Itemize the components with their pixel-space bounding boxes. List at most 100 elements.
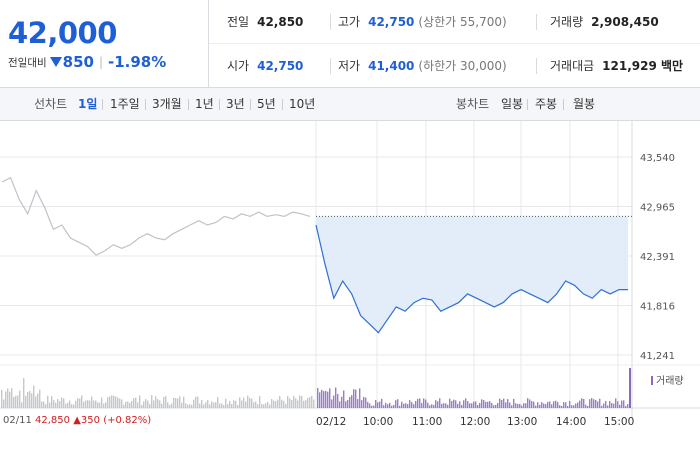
volume-bar [563,402,565,408]
monthly-candle-button[interactable]: 월봉 [573,97,596,111]
divider [527,99,528,110]
volume-bar [151,395,153,408]
volume-bar [303,400,305,408]
period-1w-button[interactable]: 1주일 [110,97,140,111]
volume-bar [375,400,377,408]
volume-bar [171,403,173,408]
volume-bar [345,401,347,408]
volume-bar [231,403,233,408]
x-tick-label: 14:00 [556,416,586,428]
volume-bar [65,403,67,408]
volume-bar [599,398,601,408]
volume-bar [41,401,43,408]
volume-value: 2,908,450 [591,14,659,29]
prev-day-date: 02/11 [3,415,32,426]
today-price-line [315,224,628,334]
volume-bar [423,398,425,408]
stock-summary: 42,000 전일대비 850 | -1.98% 전일 42,850 고가 42… [0,0,700,88]
volume-bar [117,397,119,408]
x-tick-label: 13:00 [507,416,537,428]
volume-bar [99,402,101,408]
stat-open: 시가 42,750 [227,44,303,87]
volume-bar [179,396,181,408]
volume-bar [465,398,467,408]
divider [250,99,251,110]
volume-bar [605,401,607,408]
volume-bar [23,378,25,408]
volume-bar [433,404,435,408]
divider: | [98,55,103,69]
divider [536,58,537,74]
volume-bar [447,404,449,408]
volume-bar [373,405,375,408]
volume-bar [347,399,349,408]
period-1d-button[interactable]: 1일 [78,97,98,111]
volume-bar [495,404,497,408]
volume-bar [291,400,293,408]
period-3m-button[interactable]: 3개월 [152,97,182,111]
volume-bar [153,400,155,408]
period-10y-button[interactable]: 10년 [289,97,316,111]
divider [330,58,331,74]
divider [145,99,146,110]
volume-bar [123,404,125,408]
x-tick-label: 11:00 [412,416,442,428]
volume-bar [415,400,417,408]
volume-bar [629,368,631,408]
volume-bar [413,404,415,408]
divider [536,14,537,30]
volume-bar [607,405,609,408]
volume-bar [241,400,243,408]
volume-bar [589,399,591,408]
volume-bar [445,403,447,408]
volume-bar [321,389,323,408]
volume-bar [449,398,451,408]
volume-bar [435,400,437,408]
volume-bar [109,396,111,408]
volume-bar [263,404,265,408]
volume-bar [59,400,61,408]
y-tick-label: 41,816 [640,302,675,313]
volume-bar [579,400,581,408]
volume-bar [411,402,413,408]
period-1y-button[interactable]: 1년 [195,97,214,111]
volume-bar [273,400,275,408]
volume-bar [31,393,33,408]
weekly-candle-button[interactable]: 주봉 [535,97,558,111]
volume-bar [301,396,303,408]
volume-bar [11,388,13,408]
volume-bar [501,399,503,408]
volume-bar [137,402,139,408]
volume-bar [55,402,57,408]
volume-bar [583,399,585,408]
volume-bar [101,397,103,408]
volume-bar [517,404,519,408]
period-5y-button[interactable]: 5년 [257,97,276,111]
volume-bar [383,405,385,408]
volume-bar [591,398,593,408]
volume-bar [13,397,15,408]
volume-bar [67,402,69,408]
volume-bar [121,399,123,408]
x-tick-label: 12:00 [460,416,490,428]
volume-bar [549,401,551,408]
current-price: 42,000 [8,16,117,50]
volume-bar [217,397,219,408]
volume-bar [155,396,157,408]
prev-day-up-icon: ▲ [73,415,81,426]
divider [563,99,564,110]
daily-candle-button[interactable]: 일봉 [501,97,524,111]
period-3y-button[interactable]: 3년 [226,97,245,111]
trade-value-label: 거래대금 [550,59,595,73]
volume-bar [277,399,279,408]
candle-chart-label: 봉차트 [456,97,490,111]
volume-bar [325,390,327,408]
lower-limit: (하한가 30,000) [418,59,507,73]
volume-bar [469,403,471,408]
volume-bar [365,397,367,408]
volume-bar [509,402,511,408]
volume-bar [319,392,321,408]
volume-bar [145,399,147,408]
volume-bar [417,398,419,408]
volume-bar [559,405,561,408]
